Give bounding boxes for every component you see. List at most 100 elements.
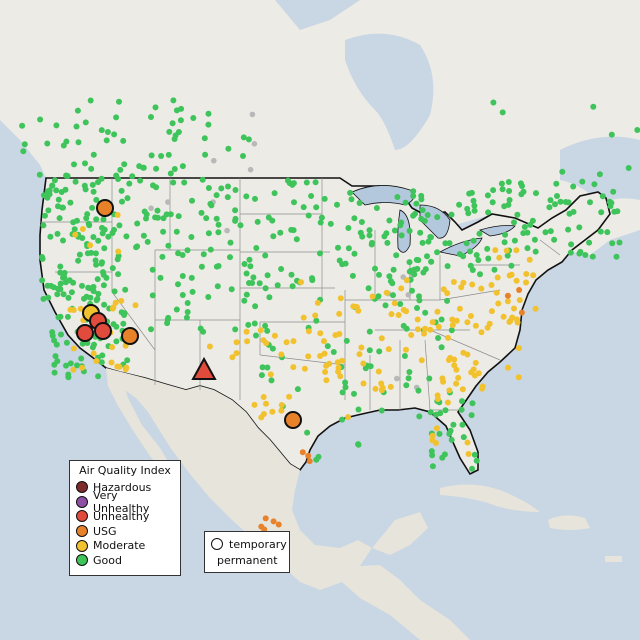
station-good (303, 179, 310, 186)
station-moderate (301, 365, 308, 372)
station-good (339, 389, 346, 396)
station-moderate (321, 338, 327, 345)
station-good (532, 248, 539, 255)
station-good (428, 258, 435, 265)
station-good (345, 245, 352, 252)
station-moderate (464, 439, 471, 446)
station-moderate (440, 286, 447, 293)
station-good (200, 251, 207, 258)
station-good (95, 290, 102, 297)
station-good (60, 142, 67, 149)
station-moderate (515, 374, 522, 381)
station-good (81, 295, 87, 302)
station-good (422, 309, 429, 316)
station-moderate (494, 274, 501, 281)
station-good (90, 288, 97, 295)
station-good (411, 271, 418, 278)
station-good (317, 250, 323, 257)
station-moderate (471, 372, 478, 379)
station-good (342, 379, 349, 386)
station-moderate (372, 385, 379, 392)
station-good (262, 322, 269, 329)
station-good (351, 215, 358, 222)
legend-item-very-unhealthy: Very Unhealthy (76, 489, 174, 515)
station-good (475, 257, 482, 264)
usg-swatch (76, 525, 88, 538)
station-good (438, 344, 445, 351)
station-good (68, 289, 75, 296)
station-good (84, 211, 91, 218)
station-good (241, 297, 248, 304)
station-good (397, 301, 404, 307)
station-good (372, 265, 378, 272)
temporary-site-unhealthy (94, 322, 112, 340)
station-moderate (532, 305, 539, 312)
station-good (406, 268, 413, 275)
station-good (57, 263, 64, 270)
station-good (422, 266, 429, 273)
station-moderate (70, 366, 77, 373)
station-good (501, 203, 508, 210)
legend-item-hazardous: Hazardous (76, 480, 174, 495)
legend-item-label: temporary (229, 537, 287, 551)
station-good (213, 215, 220, 222)
station-moderate (387, 383, 394, 390)
station-good (418, 192, 425, 199)
station-good (464, 205, 471, 212)
station-good (121, 310, 128, 317)
station-good (45, 207, 52, 214)
station-good (205, 121, 212, 128)
station-good (501, 239, 508, 246)
station-good (148, 152, 155, 159)
station-moderate (515, 345, 522, 352)
station-good (610, 188, 617, 195)
station-good (21, 141, 28, 148)
station-good (150, 182, 156, 189)
station-good (391, 227, 398, 234)
station-usg (262, 515, 269, 522)
station-moderate (449, 322, 456, 329)
station-good (262, 285, 269, 292)
station-good (434, 214, 441, 221)
station-good (406, 369, 413, 375)
station-good (389, 280, 396, 287)
station-moderate (433, 440, 439, 446)
station-good (400, 322, 407, 329)
station-good (381, 233, 388, 240)
station-moderate (70, 345, 77, 352)
station-moderate (478, 329, 485, 336)
station-usg (305, 452, 312, 459)
station-good (109, 265, 116, 272)
station-moderate (421, 330, 427, 337)
station-moderate (132, 302, 139, 309)
station-good (113, 114, 120, 121)
station-good (313, 204, 320, 211)
station-moderate (465, 451, 472, 457)
station-good (93, 297, 100, 304)
station-good (291, 199, 297, 206)
station-good (175, 281, 181, 288)
station-good (270, 233, 277, 240)
station-moderate (408, 332, 415, 338)
station-good (376, 271, 382, 278)
station-good (518, 191, 525, 198)
station-good (173, 228, 180, 235)
station-good (604, 229, 611, 236)
station-good (376, 348, 383, 355)
station-good (116, 222, 123, 229)
legend-title: Air Quality Index (79, 464, 171, 477)
station-good (398, 219, 405, 226)
station-good (409, 287, 415, 294)
station-good (190, 115, 197, 121)
station-good (264, 272, 271, 279)
station-good (342, 384, 349, 391)
station-good (93, 216, 100, 223)
station-good (405, 375, 412, 382)
station-good (426, 375, 433, 382)
station-good (519, 183, 525, 189)
station-good (401, 353, 408, 359)
station-good (129, 173, 136, 180)
station-good (184, 247, 191, 254)
station-good (634, 127, 640, 133)
station-good (184, 309, 191, 315)
